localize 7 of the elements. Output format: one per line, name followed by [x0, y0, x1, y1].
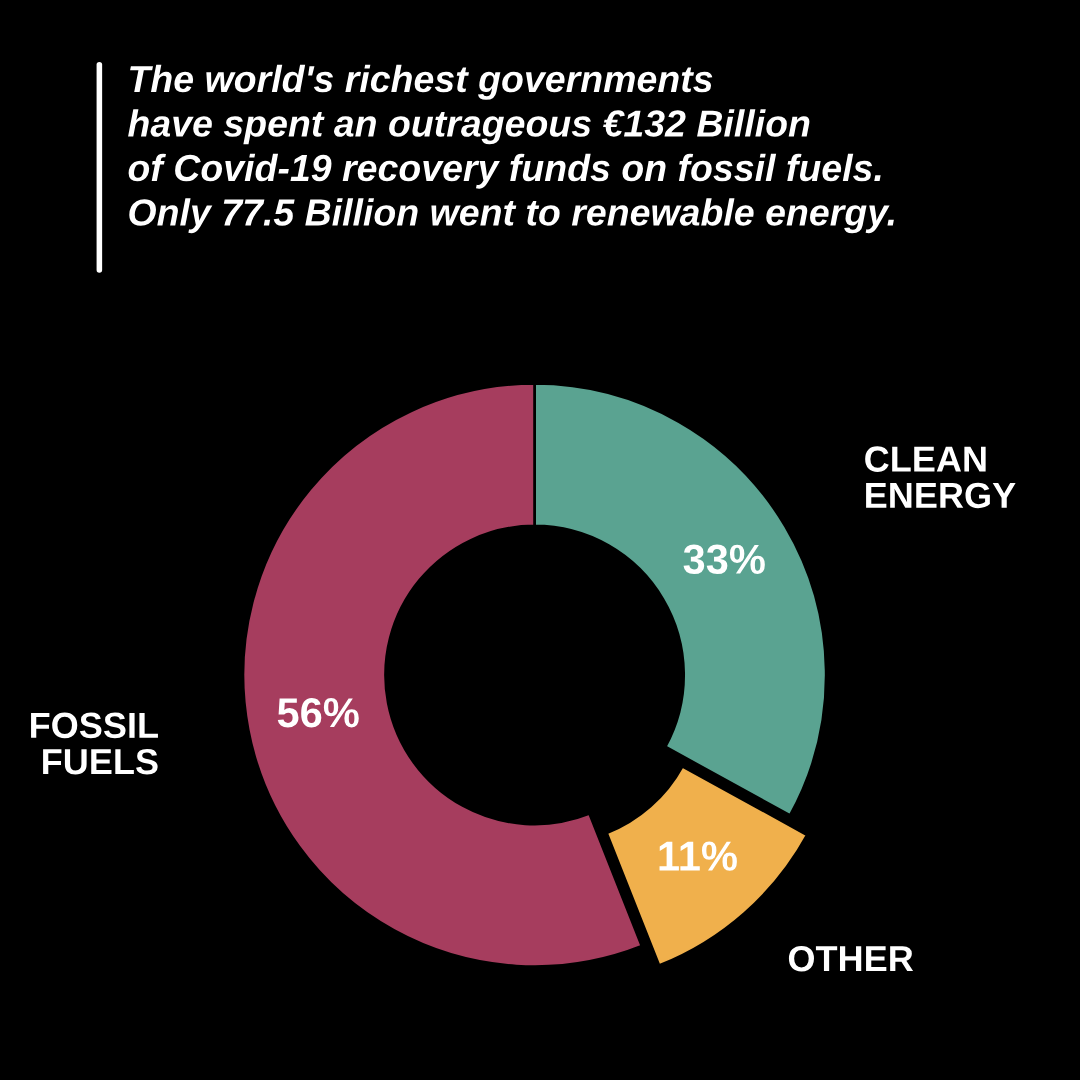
slice-label: FOSSIL FUELS	[31, 712, 158, 775]
slice-label: OTHER	[788, 945, 914, 972]
slice-label: CLEAN ENERGY	[865, 446, 1016, 509]
data-label: 33%	[683, 544, 765, 575]
data-label: 56%	[277, 697, 359, 728]
data-label: 11%	[659, 841, 737, 871]
chart-title: The world's richest governments have spent an outrageous €132 Billion of Covid-19 recovery funds on fossil fuels. Only 77.5 Billion went to renewable energy.	[128, 64, 894, 234]
